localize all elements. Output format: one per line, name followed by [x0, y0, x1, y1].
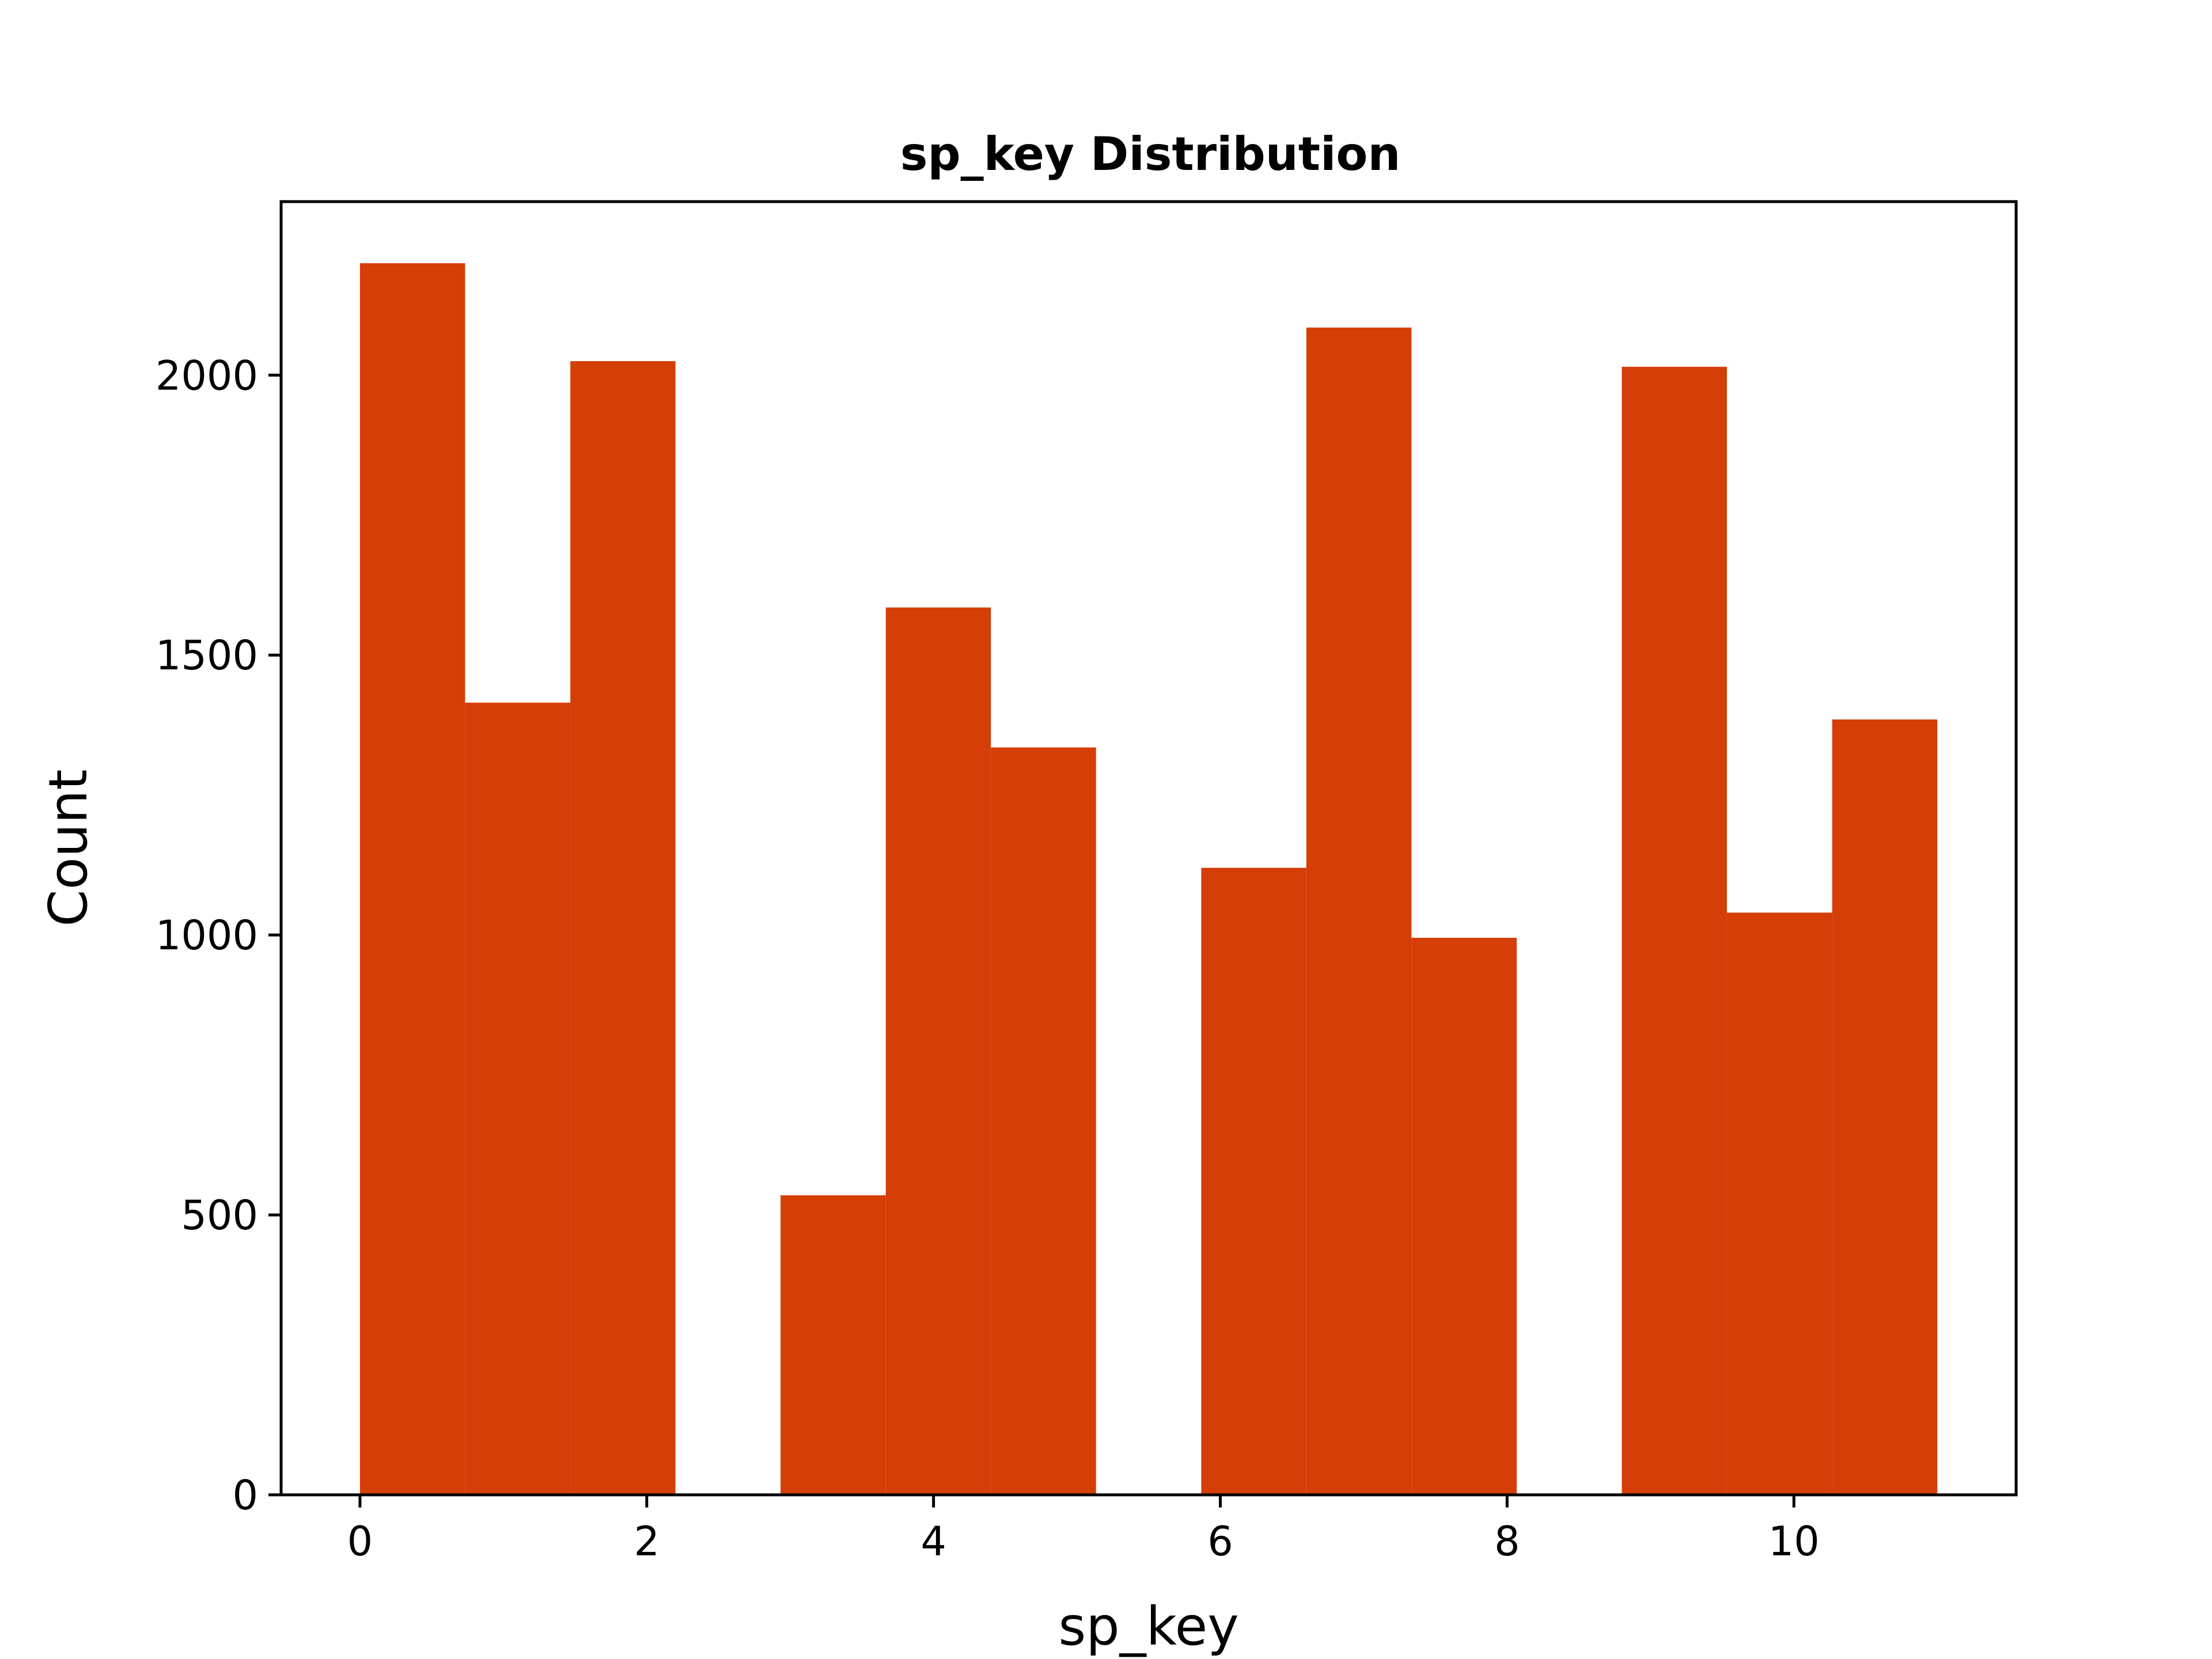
- x-axis-ticks: 0 2 4 6 8 10: [347, 1495, 1820, 1565]
- y-tick-label: 1000: [156, 912, 258, 959]
- histogram-bar-8: [1201, 868, 1306, 1495]
- x-tick-label: 6: [1207, 1518, 1233, 1565]
- y-tick-label: 0: [232, 1472, 258, 1519]
- histogram-bar-13: [1726, 912, 1832, 1495]
- y-tick-label: 500: [181, 1192, 258, 1239]
- x-tick-label: 10: [1768, 1518, 1820, 1565]
- chart-title: sp_key Distribution: [900, 127, 1401, 181]
- x-tick-label: 4: [921, 1518, 946, 1565]
- histogram-bar-5: [885, 607, 991, 1495]
- histogram-bar-4: [781, 1195, 886, 1495]
- y-axis-ticks: 0 500 1000 1500 2000: [156, 352, 281, 1519]
- histogram-bar-10: [1411, 937, 1517, 1495]
- histogram-bar-9: [1306, 327, 1412, 1495]
- x-axis-label: sp_key: [1058, 1596, 1238, 1657]
- x-tick-label: 0: [347, 1518, 373, 1565]
- plot-frame: [279, 200, 2018, 1497]
- y-tick-label: 1500: [156, 632, 258, 679]
- x-tick-label: 2: [634, 1518, 660, 1565]
- histogram-bar-6: [991, 747, 1096, 1495]
- histogram-bar-0: [359, 263, 465, 1495]
- y-tick-label: 2000: [156, 352, 258, 399]
- x-tick-label: 8: [1494, 1518, 1520, 1565]
- bars-group: [359, 263, 1938, 1495]
- y-axis-label: Count: [37, 769, 99, 926]
- histogram-bar-1: [465, 702, 571, 1495]
- histogram-bar-12: [1622, 366, 1727, 1495]
- histogram-bar-14: [1832, 719, 1938, 1495]
- histogram-bar-2: [570, 361, 676, 1495]
